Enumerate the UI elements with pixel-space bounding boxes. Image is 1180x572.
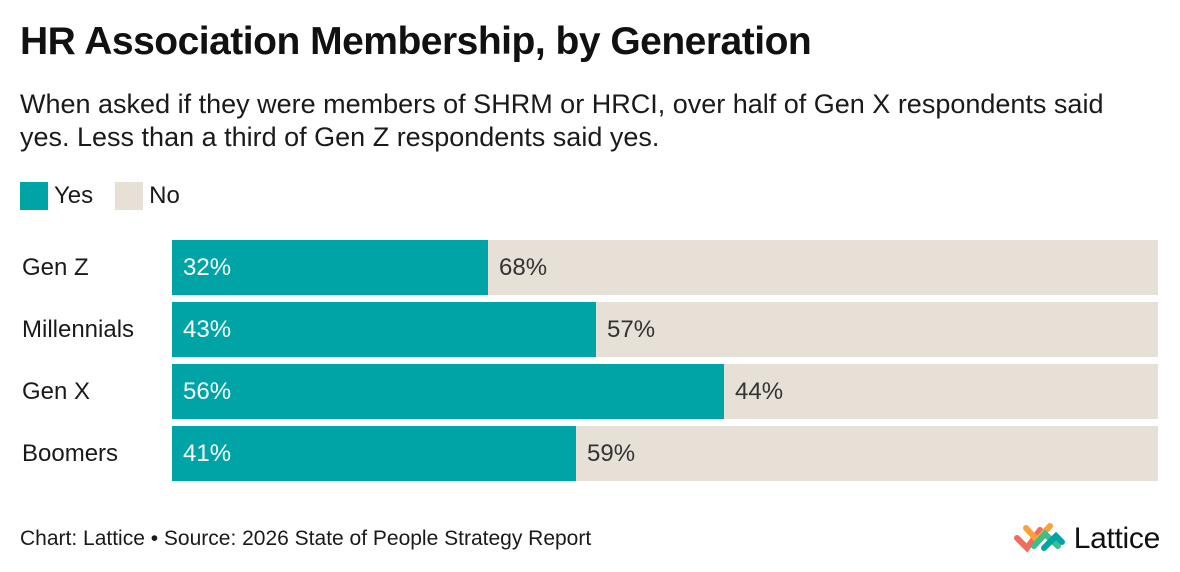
category-label: Gen Z [22, 254, 89, 281]
lattice-logo: Lattice [1012, 518, 1160, 559]
chart-source: Chart: Lattice • Source: 2026 State of P… [20, 527, 592, 550]
bar-segment-no [724, 364, 1158, 419]
lattice-logo-icon [1012, 518, 1066, 559]
category-label: Gen X [22, 378, 91, 405]
legend-item-no: No [115, 182, 180, 210]
legend-label-no: No [149, 182, 180, 209]
bar-track: 43% 57% [172, 302, 1158, 357]
data-label-yes: 41% [183, 440, 232, 467]
bar-row: Gen Z 32% 68% [0, 240, 1180, 295]
legend-item-yes: Yes [20, 182, 93, 210]
category-label: Boomers [22, 440, 119, 467]
data-label-no: 59% [587, 440, 636, 467]
legend-label-yes: Yes [54, 182, 94, 209]
legend-swatch-yes [20, 182, 48, 210]
bar-segment-yes [172, 364, 724, 419]
data-label-no: 57% [607, 316, 656, 343]
bar-row: Gen X 56% 44% [0, 364, 1180, 419]
bar-track: 32% 68% [172, 240, 1158, 295]
legend-swatch-no [115, 182, 144, 210]
data-label-yes: 56% [183, 378, 232, 405]
data-label-yes: 43% [183, 316, 232, 343]
bar-track: 56% 44% [172, 364, 1158, 419]
bar-segment-yes [172, 426, 576, 481]
bar-segment-no [488, 240, 1158, 295]
legend: Yes No [20, 182, 202, 210]
bar-segment-yes [172, 302, 596, 357]
chart-title: HR Association Membership, by Generation [20, 20, 812, 63]
bar-track: 41% 59% [172, 426, 1158, 481]
bar-row: Millennials 43% 57% [0, 302, 1180, 357]
bar-segment-no [576, 426, 1158, 481]
data-label-no: 68% [499, 254, 548, 281]
data-label-yes: 32% [183, 254, 232, 281]
stacked-bar-chart: Gen Z 32% 68% Millennials 43% 57% Gen X 56% 44% B… [0, 240, 1180, 490]
lattice-logo-text: Lattice [1073, 521, 1161, 555]
bar-row: Boomers 41% 59% [0, 426, 1180, 481]
category-label: Millennials [22, 316, 135, 343]
data-label-no: 44% [735, 378, 784, 405]
chart-subtitle: When asked if they were members of SHRM … [20, 89, 1104, 152]
bar-segment-yes [172, 240, 488, 295]
bar-segment-no [596, 302, 1158, 357]
